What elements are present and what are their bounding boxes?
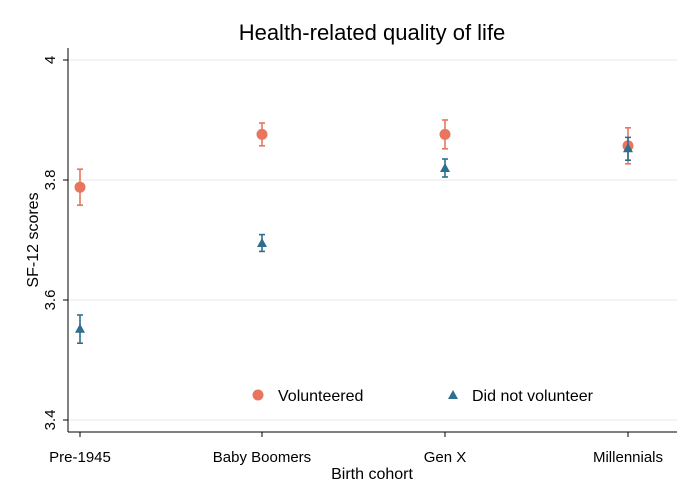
data-point — [256, 128, 268, 140]
x-tick-label: Pre-1945 — [49, 449, 111, 466]
y-ticks: 3.4 3.6 3.8 4 — [42, 56, 68, 431]
series-marks — [74, 119, 634, 345]
data-point — [440, 163, 450, 172]
legend-marker-volunteered — [252, 389, 264, 401]
x-axis-label: Birth cohort — [331, 466, 413, 483]
series-did-not-volunteer — [75, 136, 633, 345]
legend-marker-did-not-volunteer — [448, 390, 458, 399]
data-point — [439, 128, 451, 140]
x-tick-label: Gen X — [424, 449, 467, 466]
y-tick-label: 3.8 — [42, 170, 59, 191]
data-point — [257, 238, 267, 247]
x-tick-label: Baby Boomers — [213, 449, 311, 466]
data-point — [623, 143, 633, 153]
legend-label-volunteered: Volunteered — [278, 388, 363, 405]
chart-title: Health-related quality of life — [239, 20, 506, 45]
gridlines — [68, 59, 677, 421]
data-point — [74, 181, 86, 193]
legend-label-did-not-volunteer: Did not volunteer — [472, 388, 594, 405]
data-point — [75, 323, 85, 333]
y-axis-label: SF-12 scores — [25, 192, 42, 287]
series-volunteered — [74, 119, 634, 206]
y-tick-label: 4 — [42, 56, 59, 64]
x-tick-label: Millennials — [593, 449, 663, 466]
x-ticks: Pre-1945 Baby Boomers Gen X Millennials — [49, 432, 663, 466]
y-tick-label: 3.6 — [42, 290, 59, 311]
y-tick-label: 3.4 — [42, 410, 59, 431]
legend: Volunteered Did not volunteer — [252, 388, 594, 405]
